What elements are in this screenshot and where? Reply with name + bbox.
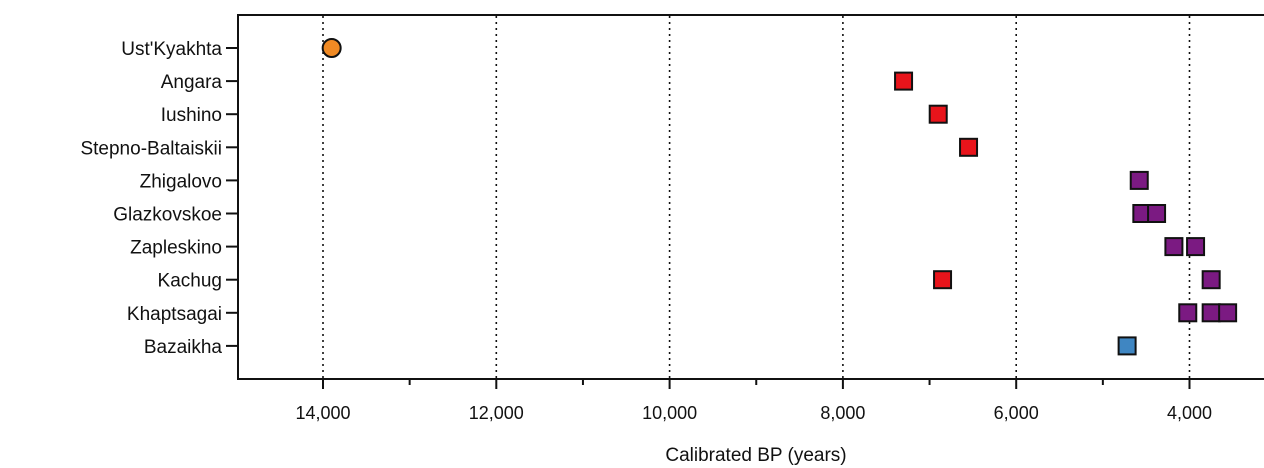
data-point-square (933, 270, 953, 290)
data-point-square (1201, 303, 1221, 323)
x-tick-label: 4,000 (1167, 403, 1212, 423)
data-point-square (1178, 303, 1198, 323)
data-point-square (894, 71, 914, 91)
data-point-square (1117, 336, 1137, 356)
site-label: Stepno-Baltaiskii (80, 138, 222, 159)
data-point-square (959, 137, 979, 157)
plot-frame (237, 14, 1264, 380)
y-axis: Ust'Kyakhta Angara Iushino Stepno-Baltaiski… (80, 39, 238, 358)
data-point-square (1147, 204, 1167, 223)
data-point-square (1129, 170, 1149, 190)
x-axis-title: Calibrated BP (years) (665, 445, 846, 466)
data-point-square (1218, 303, 1238, 323)
x-tick-label: 14,000 (295, 403, 350, 423)
x-tick-label: 12,000 (469, 403, 524, 423)
x-tick-label: 8,000 (820, 403, 865, 423)
site-label: Iushino (161, 105, 222, 126)
x-tick-label: 6,000 (994, 403, 1039, 423)
data-point-circle (321, 38, 342, 58)
data-point-square (1186, 237, 1206, 257)
data-point-square (1201, 270, 1221, 290)
site-label: Zapleskino (130, 238, 222, 259)
x-axis: 14,000 12,000 10,000 8,000 6,000 4,000 (295, 379, 1212, 423)
site-label: Glazkovskoe (113, 205, 222, 226)
site-label: Angara (161, 72, 223, 93)
data-point-square (928, 104, 948, 124)
site-label: Khaptsagai (127, 304, 222, 325)
gridlines (322, 16, 1191, 378)
site-label: Ust'Kyakhta (121, 39, 222, 60)
site-label: Bazaikha (144, 337, 223, 358)
data-point-square (1164, 237, 1184, 257)
data-points (321, 38, 1238, 356)
x-tick-label: 10,000 (642, 403, 697, 423)
site-label: Zhigalovo (140, 171, 222, 192)
site-label: Kachug (158, 271, 222, 292)
